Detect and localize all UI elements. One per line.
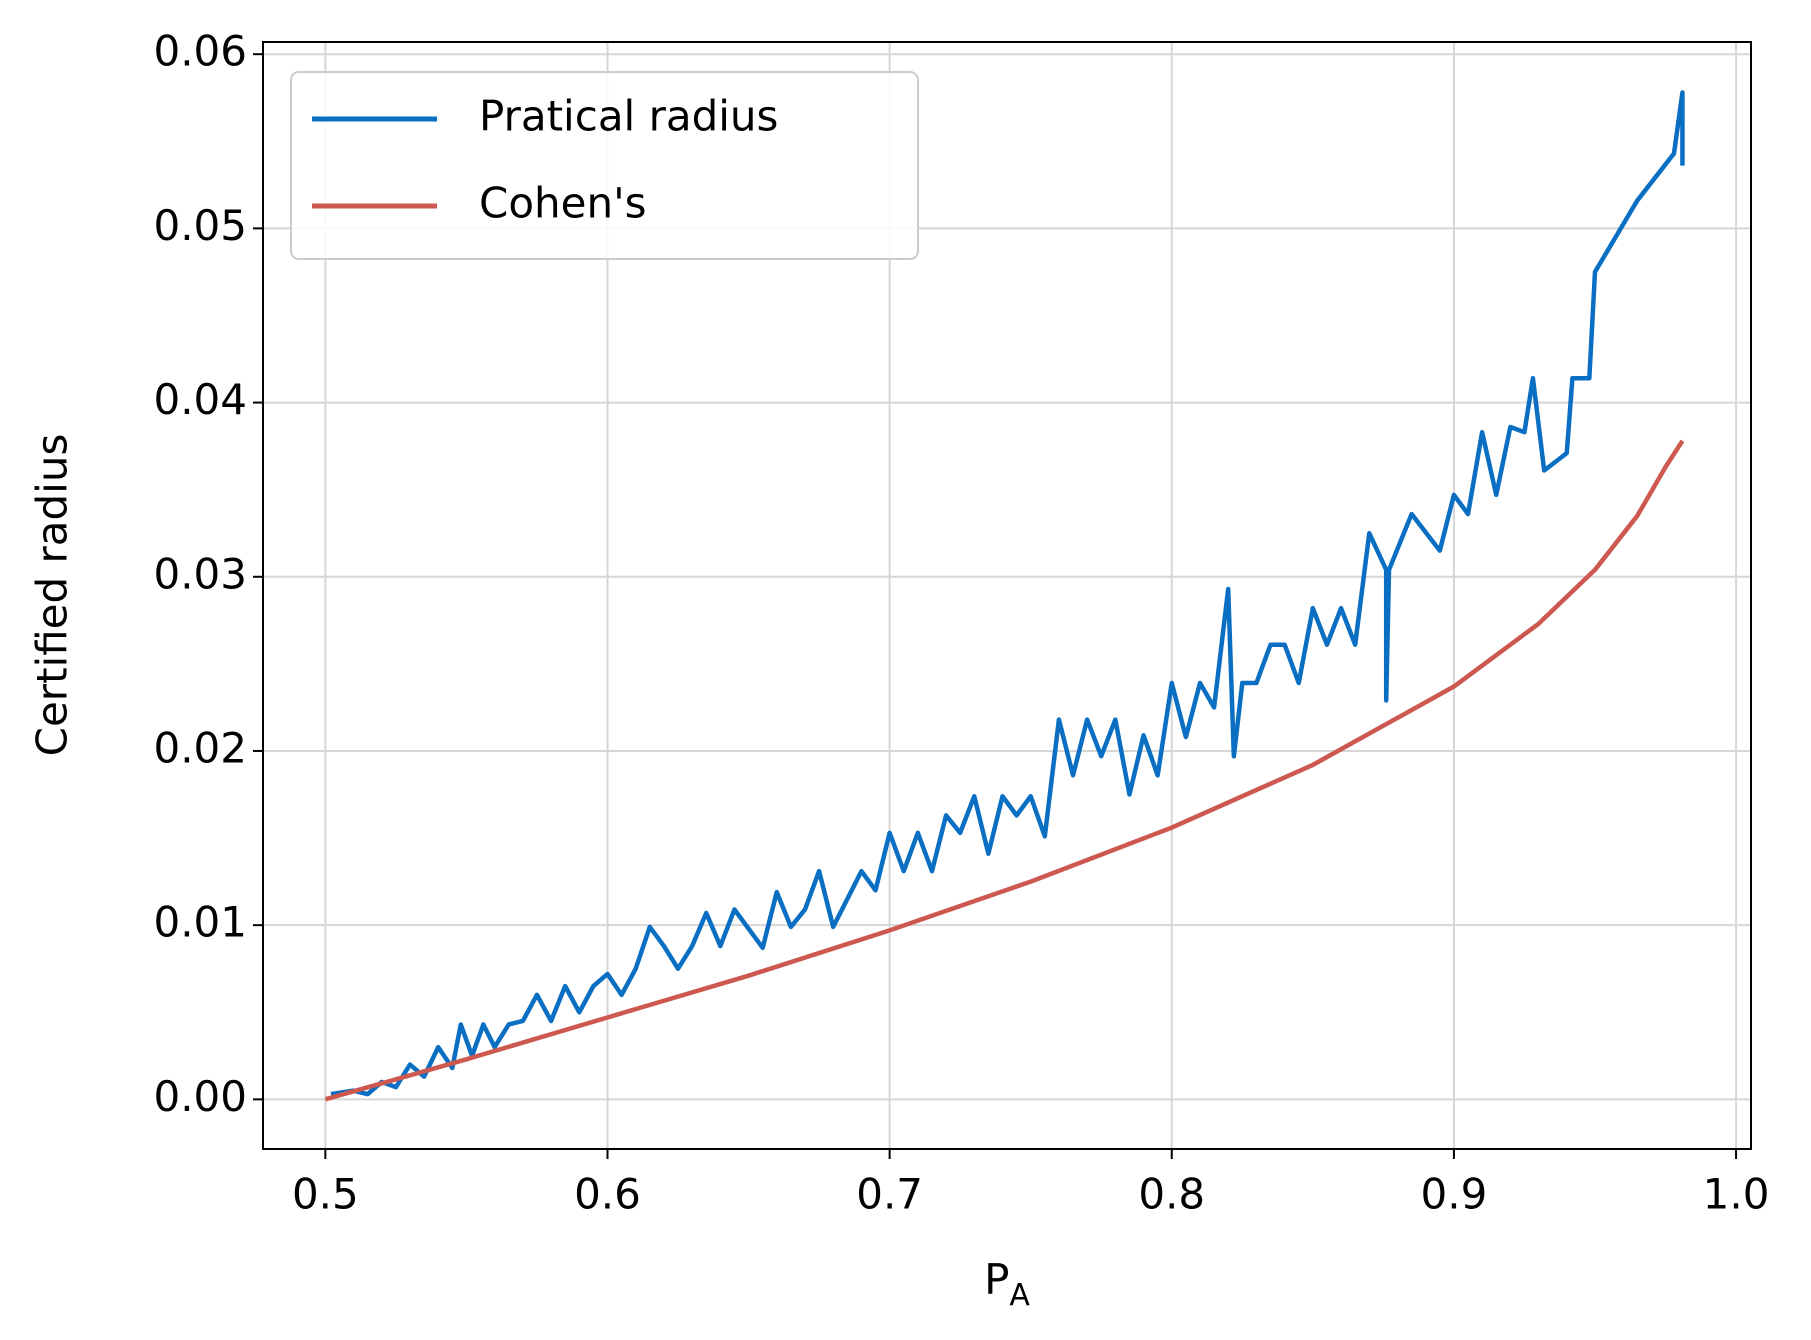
plot-frame xyxy=(262,41,1752,1150)
y-tick-label: 0.02 xyxy=(153,723,247,772)
x-label-sub: A xyxy=(1009,1278,1030,1313)
y-axis-label: Certified radius xyxy=(28,434,77,757)
x-tick-label: 1.0 xyxy=(1703,1170,1770,1219)
y-tick-label: 0.00 xyxy=(153,1072,247,1121)
y-tick-label: 0.05 xyxy=(153,201,247,250)
y-tick-label: 0.01 xyxy=(153,898,247,947)
x-tick-label: 0.7 xyxy=(856,1170,923,1219)
data-line xyxy=(324,439,1685,1102)
legend-label: Pratical radius xyxy=(479,92,778,141)
data-line xyxy=(330,90,1685,1097)
x-tick-label: 0.6 xyxy=(574,1170,641,1219)
y-tick-label: 0.04 xyxy=(153,375,247,424)
x-label-main: P xyxy=(984,1255,1009,1304)
legend-label: Cohen's xyxy=(479,179,647,228)
y-tick-label: 0.03 xyxy=(153,549,247,598)
x-tick-label: 0.9 xyxy=(1421,1170,1488,1219)
x-tick-label: 0.8 xyxy=(1138,1170,1205,1219)
x-axis-label: PA xyxy=(984,1255,1030,1313)
x-tick-label: 0.5 xyxy=(292,1170,359,1219)
y-tick-label: 0.06 xyxy=(153,27,247,76)
legend-box xyxy=(290,71,919,260)
